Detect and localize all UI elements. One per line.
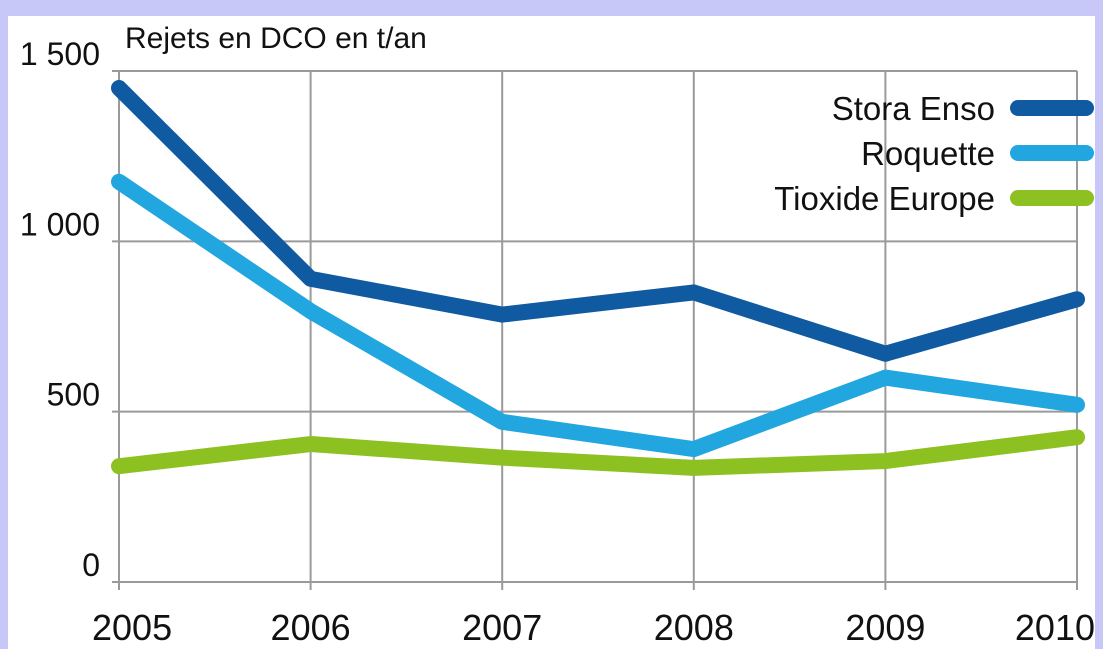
series-line <box>111 173 1085 458</box>
x-tick-label: 2005 <box>92 607 172 648</box>
x-tick-label: 2007 <box>462 607 542 648</box>
x-tick-label: 2010 <box>1015 607 1095 648</box>
legend-label: Roquette <box>861 135 995 172</box>
legend-label: Tioxide Europe <box>774 180 995 217</box>
x-tick-label: 2006 <box>271 607 351 648</box>
y-tick-label: 0 <box>82 547 100 583</box>
series-line <box>111 80 1085 362</box>
legend-label: Stora Enso <box>832 90 995 127</box>
x-tick-label: 2008 <box>654 607 734 648</box>
y-tick-label: 500 <box>47 377 100 413</box>
chart-title: Rejets en DCO en t/an <box>125 22 427 55</box>
plot-background <box>8 16 1095 649</box>
series-line <box>111 429 1085 476</box>
y-tick-label: 1 500 <box>20 36 100 72</box>
y-tick-label: 1 000 <box>20 206 100 242</box>
x-tick-label: 2009 <box>845 607 925 648</box>
